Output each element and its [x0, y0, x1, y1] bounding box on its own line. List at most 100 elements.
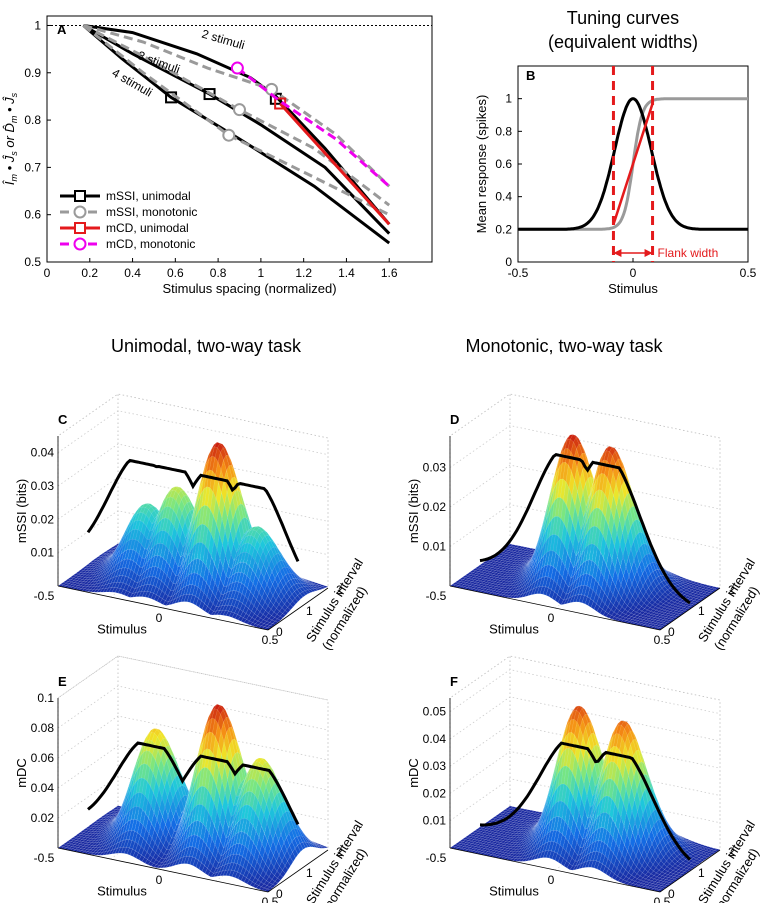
panel-c-surface-patch — [307, 589, 314, 593]
panel-a-xtick-label: 1.2 — [295, 266, 312, 280]
panel-a-letter: A — [57, 22, 67, 37]
panel-a-legend-square — [74, 190, 86, 202]
panel-e-zgrid — [57, 655, 329, 701]
panel-c-xtick-label: 0 — [156, 611, 163, 625]
panel-a-ytick-label: 0.7 — [24, 160, 41, 174]
panel-a-xtick-label: 1.6 — [381, 266, 398, 280]
panel-a-legend-circle — [73, 205, 87, 219]
panel-b-xtick-label: -0.5 — [508, 266, 529, 280]
panel-a-ytick-label: 0.9 — [24, 66, 41, 80]
panel-b-arrowhead-right — [644, 249, 653, 258]
panel-a-circle-marker — [230, 61, 244, 75]
column-title-monotonic: Monotonic, two-way task — [465, 336, 663, 356]
panel-c-ztick-label: 0.03 — [31, 479, 55, 493]
panel-c-zlabel: mSSI (bits) — [14, 479, 29, 543]
panel-a-legend-circle — [73, 237, 87, 251]
panel-d-ztick-label: 0.01 — [423, 540, 447, 554]
panel-a-xlabel: Stimulus spacing (normalized) — [162, 281, 336, 296]
panel-b-flank-line — [612, 103, 654, 225]
panel-c-surface-patch — [282, 610, 289, 616]
panel-e-ztick-label: 0.02 — [31, 811, 55, 825]
panel-a-ylabel-part: m — [9, 115, 19, 123]
panel-c-surface-patch — [312, 588, 319, 592]
panel-a-axes-box — [46, 15, 433, 263]
panel-a-legend-square — [74, 222, 86, 234]
panel-a-circle-marker — [233, 103, 246, 117]
panel-a-ylabel-part: s — [9, 92, 19, 97]
panel-a-series-line — [278, 102, 391, 226]
panel-b-ytick-label: 0 — [505, 255, 512, 269]
panel-b-ytick-label: 0.8 — [495, 124, 512, 138]
panel-d-xtick-label: -0.5 — [426, 589, 447, 603]
panel-a-annotation-2-stimuli: 2 stimuli — [200, 27, 246, 53]
panel-a-legend-label: mSSI, unimodal — [106, 189, 191, 203]
panel-b-ytick-label: 0.6 — [495, 157, 512, 171]
panel-c-ytick-label: 0 — [276, 625, 283, 639]
column-title-unimodal: Unimodal, two-way task — [111, 336, 302, 356]
panel-a-xtick-label: 0.8 — [210, 266, 227, 280]
panel-c-zgrid — [57, 410, 329, 456]
panel-a-legend-label: mCD, unimodal — [106, 221, 189, 235]
panel-a-annotation-4-stimuli: 4 stimuli — [110, 66, 155, 100]
panel-a-ytick-label: 0.8 — [24, 113, 41, 127]
panel-a-legend-label: mSSI, monotonic — [106, 205, 197, 219]
panel-d-xtick-label: 0 — [548, 611, 555, 625]
panel-b-ytick-label: 0.4 — [495, 190, 512, 204]
panel-b-ylabel: Mean response (spikes) — [474, 95, 489, 234]
panel-a-ylabel-part: • Ĵ — [2, 96, 17, 116]
panel-a-xtick-label: 1.4 — [338, 266, 355, 280]
panel-d-ztick-label: 0.03 — [423, 461, 447, 475]
panel-c-ztick-label: 0.01 — [31, 546, 55, 560]
panel-a-ylabel-part: s — [9, 151, 19, 156]
panel-c-surface-patch — [299, 591, 306, 598]
panel-b-title-line: (equivalent widths) — [548, 32, 698, 52]
panel-a-ytick-label: 0.5 — [24, 255, 41, 269]
panel-a-xtick-label: 0.4 — [124, 266, 141, 280]
panel-b-unimodal-curve — [518, 97, 748, 231]
panel-e-ztick-label: 0.1 — [37, 691, 54, 705]
panel-a-series-line — [82, 24, 391, 207]
panel-a-series-line — [236, 66, 391, 188]
panel-a-ytick-label: 0.6 — [24, 208, 41, 222]
panel-c-xlabel: Stimulus — [97, 622, 147, 637]
panel-c-xtick-label: -0.5 — [34, 589, 55, 603]
panel-d-ytick-label: 0 — [668, 625, 675, 639]
panel-b-arrowhead-left — [613, 249, 622, 258]
panel-d-ytick-label: 1 — [698, 604, 705, 618]
panel-a-legend-label: mCD, monotonic — [106, 237, 195, 251]
panel-b-xtick-label: 0 — [630, 266, 637, 280]
panel-d-letter: D — [450, 412, 459, 427]
panel-a-circle-marker — [222, 128, 236, 142]
panel-d-zlabel: mSSI (bits) — [406, 479, 421, 543]
panel-c-ztick-label: 0.02 — [31, 512, 55, 526]
panel-b-flank-annotation: Flank width — [658, 246, 719, 260]
panel-a-xtick-label: 0 — [44, 266, 51, 280]
panel-a-ylabel: Îm • Ĵs or D̂m • Ĵs — [2, 92, 19, 185]
panel-c-letter: C — [58, 412, 68, 427]
panel-a-xtick-label: 0.2 — [81, 266, 98, 280]
panel-c-surface-patch — [289, 600, 296, 608]
panel-b-letter: B — [526, 68, 535, 83]
panel-b-xtick-label: 0.5 — [740, 266, 757, 280]
panel-a-xtick-label: 1 — [258, 266, 265, 280]
panel-a-ylabel-part: • Ĵ — [2, 154, 17, 174]
panel-b-ytick-label: 1 — [505, 92, 512, 106]
panel-a-ytick-label: 1 — [34, 18, 41, 32]
panel-e-ztick-label: 0.06 — [31, 751, 55, 765]
panel-a-series-line — [82, 24, 391, 245]
panel-b-ytick-label: 0.2 — [495, 222, 512, 236]
panel-e-ztick-label: 0.08 — [31, 721, 55, 735]
panel-c-surface-patch — [297, 593, 304, 600]
panel-e-zgrid — [57, 685, 329, 731]
panel-a-ylabel-part: or D̂ — [2, 123, 17, 151]
panel-b-title-line: Tuning curves — [567, 8, 679, 28]
panel-a-square-marker — [203, 88, 216, 101]
panel-d-ztick-label: 0.02 — [423, 500, 447, 514]
panel-b-xlabel: Stimulus — [608, 281, 658, 296]
panel-c-surface-patch — [319, 586, 326, 589]
panel-e-ztick-label: 0.04 — [31, 781, 55, 795]
panel-a-ylabel-part: m — [9, 174, 19, 182]
panel-a-ylabel-part: Î — [2, 179, 17, 185]
panel-d-xlabel: Stimulus — [489, 622, 539, 637]
